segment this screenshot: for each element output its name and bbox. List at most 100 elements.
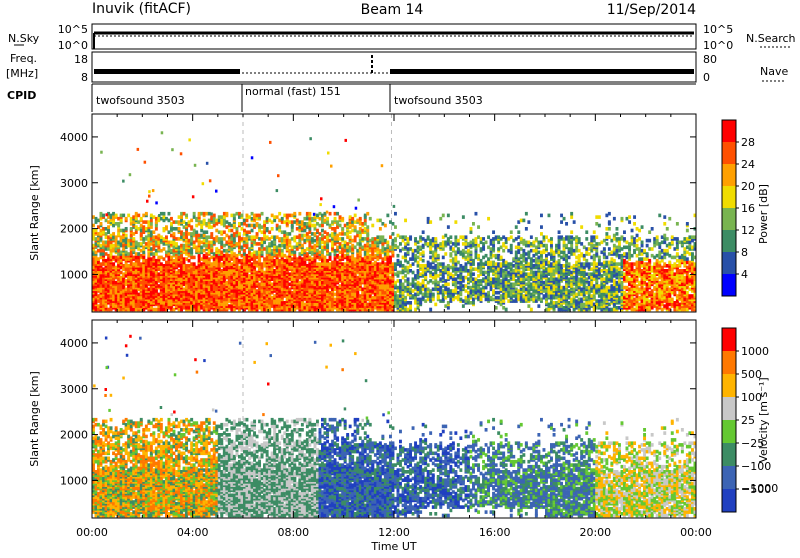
range-cell [243, 296, 246, 300]
range-cell [105, 219, 108, 223]
cpid-segment-0: twofsound 3503 [96, 94, 185, 107]
range-cell [306, 212, 309, 216]
range-cell [286, 256, 289, 260]
range-cell [278, 229, 281, 233]
range-cell [107, 284, 110, 288]
range-cell [351, 288, 354, 292]
range-cell [258, 247, 261, 251]
range-cell [359, 262, 362, 266]
range-cell [351, 256, 354, 260]
range-cell [407, 261, 410, 265]
range-cell [251, 262, 254, 266]
range-cell [180, 235, 183, 239]
range-cell [266, 217, 269, 221]
range-cell [303, 284, 306, 288]
range-cell [135, 271, 138, 275]
range-cell [256, 235, 259, 239]
range-cell [243, 252, 246, 256]
range-cell [218, 215, 221, 219]
range-cell [311, 303, 314, 307]
range-cell [331, 244, 334, 248]
range-cell [163, 237, 166, 241]
range-cell [140, 232, 143, 236]
range-cell [173, 227, 176, 231]
range-cell [306, 222, 309, 226]
range-cell [316, 294, 319, 298]
range-cell [321, 234, 324, 238]
range-cell [125, 271, 128, 275]
range-cell [115, 281, 118, 285]
range-cell [386, 269, 389, 273]
range-cell [157, 293, 160, 297]
range-cell [110, 256, 113, 260]
range-cell [107, 220, 110, 224]
range-cell [278, 259, 281, 263]
range-cell [125, 301, 128, 305]
range-cell [246, 254, 249, 258]
range-cell [112, 247, 115, 251]
range-cell [417, 274, 420, 278]
range-cell [246, 230, 249, 234]
range-cell [412, 289, 415, 293]
range-cell [349, 256, 352, 260]
range-cell [404, 279, 407, 283]
freq-unit-label: [MHz] [6, 67, 38, 80]
range-cell [228, 257, 231, 261]
range-cell [394, 281, 397, 285]
range-cell [397, 289, 400, 293]
range-cell [185, 214, 188, 218]
range-cell [213, 214, 216, 218]
range-cell [449, 246, 452, 250]
range-cell [243, 232, 246, 236]
range-cell [427, 235, 430, 239]
range-cell [444, 304, 447, 308]
range-cell [256, 232, 259, 236]
range-cell [394, 291, 397, 295]
range-cell [100, 262, 103, 266]
range-cell [230, 266, 233, 270]
range-cell [339, 232, 342, 236]
range-cell [173, 291, 176, 295]
range-cell [339, 271, 342, 275]
range-cell [414, 283, 417, 287]
range-cell [213, 237, 216, 241]
range-cell [369, 274, 372, 278]
range-cell [452, 274, 455, 278]
range-cell [334, 217, 337, 221]
range-cell [329, 281, 332, 285]
range-cell [125, 251, 128, 255]
range-cell [97, 219, 100, 223]
range-cell [386, 244, 389, 248]
range-cell [233, 217, 236, 221]
range-cell [155, 227, 158, 231]
range-cell [301, 261, 304, 265]
range-cell [409, 301, 412, 305]
range-cell [321, 241, 324, 245]
range-cell [356, 269, 359, 273]
range-cell [394, 212, 397, 216]
range-cell [188, 239, 191, 243]
range-cell [105, 262, 108, 266]
range-cell [248, 230, 251, 234]
range-cell [442, 214, 445, 218]
range-cell [371, 247, 374, 251]
range-cell [314, 224, 317, 228]
range-cell [439, 242, 442, 246]
range-cell [271, 214, 274, 218]
range-cell [258, 262, 261, 266]
range-cell [298, 225, 301, 229]
range-cell [402, 286, 405, 290]
range-cell [147, 241, 150, 245]
range-cell [251, 224, 254, 228]
range-cell [102, 241, 105, 245]
range-cell [200, 262, 203, 266]
range-cell [319, 217, 322, 221]
range-cell [251, 244, 254, 248]
range-cell [303, 222, 306, 226]
range-cell [236, 272, 239, 276]
range-cell [381, 257, 384, 261]
range-cell [243, 237, 246, 241]
range-cell [243, 266, 246, 270]
range-cell [392, 222, 395, 226]
